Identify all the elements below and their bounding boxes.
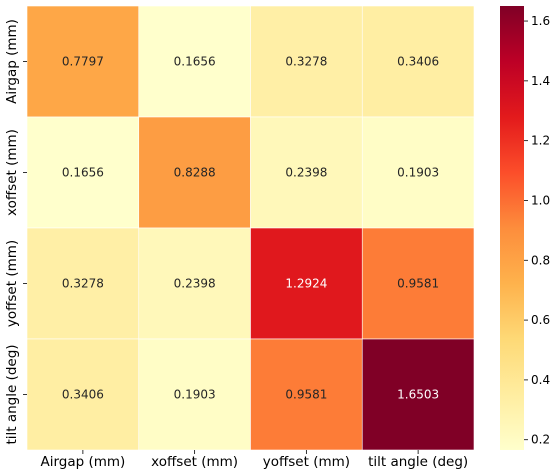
cell-value-label: 0.3278	[285, 55, 327, 69]
heatmap-cell	[138, 116, 251, 229]
heatmap-cell	[138, 5, 251, 118]
x-tick-label: tilt angle (deg)	[368, 454, 468, 470]
x-tick-label: Airgap (mm)	[40, 454, 125, 470]
cell-value-label: 0.2398	[174, 277, 216, 291]
colorbar-tick-label: 0.4	[531, 373, 550, 387]
cell-value-label: 0.9581	[285, 388, 327, 402]
heatmap-cell	[361, 5, 475, 118]
heatmap-cell	[26, 5, 140, 118]
cell-value-label: 0.3406	[397, 55, 439, 69]
heatmap-cell	[361, 338, 475, 451]
colorbar-tick-label: 1.6	[531, 14, 550, 28]
cell-value-label: 1.6503	[397, 388, 439, 402]
colorbar-tick-label: 0.8	[531, 253, 550, 267]
heatmap-cell	[26, 116, 140, 229]
cell-value-label: 1.2924	[285, 277, 327, 291]
colorbar-gradient	[500, 6, 524, 450]
cell-value-label: 0.1903	[397, 166, 439, 180]
cell-value-label: 0.1903	[174, 388, 216, 402]
colorbar-tick-label: 0.6	[531, 313, 550, 327]
y-tick-label: xoffset (mm)	[4, 129, 20, 216]
heatmap-cells	[26, 5, 475, 451]
heatmap-cell-labels: 0.7797 0.1656 0.3278 0.3406 0.1656 0.8288 0.23…	[62, 55, 439, 402]
x-axis-ticks: Airgap (mm) xoffset (mm) yoffset (mm) tilt …	[40, 450, 468, 470]
cell-value-label: 0.3278	[62, 277, 104, 291]
cell-value-label: 0.2398	[285, 166, 327, 180]
heatmap-cell	[26, 338, 140, 451]
cell-value-label: 0.7797	[62, 55, 104, 69]
colorbar-tick-label: 1.4	[531, 74, 550, 88]
colorbar-tick-label: 1.2	[531, 134, 550, 148]
cell-value-label: 0.1656	[174, 55, 216, 69]
y-axis-ticks: Airgap (mm) xoffset (mm) yoffset (mm) tilt …	[4, 19, 27, 445]
cell-value-label: 0.3406	[62, 388, 104, 402]
colorbar-tick-label: 0.2	[531, 433, 550, 447]
heatmap-cell	[138, 227, 251, 340]
colorbar: 0.2 0.4 0.6 0.8 1.0 1.2 1.4 1.6	[500, 6, 550, 450]
cell-value-label: 0.8288	[174, 166, 216, 180]
heatmap-cell	[361, 227, 475, 340]
colorbar-tick-label: 1.0	[531, 193, 550, 207]
heatmap-cell	[250, 5, 363, 118]
heatmap-cell	[250, 338, 363, 451]
y-tick-label: yoffset (mm)	[4, 240, 20, 327]
cell-value-label: 0.1656	[62, 166, 104, 180]
x-tick-label: yoffset (mm)	[263, 454, 350, 470]
heatmap-cell	[250, 116, 363, 229]
heatmap-cell	[138, 338, 251, 451]
y-tick-label: Airgap (mm)	[4, 19, 20, 104]
cell-value-label: 0.9581	[397, 277, 439, 291]
heatmap-cell	[361, 116, 475, 229]
y-tick-label: tilt angle (deg)	[4, 344, 20, 444]
x-tick-label: xoffset (mm)	[151, 454, 238, 470]
